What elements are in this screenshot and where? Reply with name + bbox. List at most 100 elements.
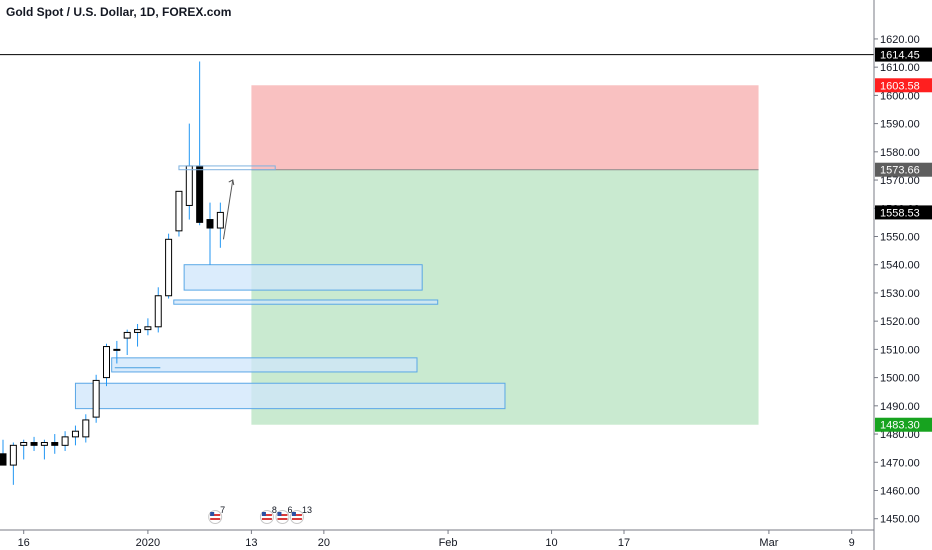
candle-4 bbox=[40, 439, 48, 460]
time-tick-label: Feb bbox=[439, 537, 458, 549]
price-tick-label: 1450.00 bbox=[880, 514, 920, 526]
candle-5 bbox=[51, 434, 59, 454]
candle-body bbox=[154, 295, 162, 328]
flag-canton bbox=[210, 512, 215, 516]
candle-7 bbox=[71, 425, 79, 446]
flag-stripe bbox=[261, 514, 272, 516]
price-tick-label: 1460.00 bbox=[880, 485, 920, 497]
candle-body bbox=[92, 379, 100, 418]
price-tick-label: 1540.00 bbox=[880, 260, 920, 272]
flag-stripe bbox=[277, 518, 288, 520]
flag-stripe bbox=[277, 514, 288, 516]
price-tick-label: 1520.00 bbox=[880, 316, 920, 328]
price-tick-label: 1530.00 bbox=[880, 288, 920, 300]
price-badge-stop bbox=[875, 78, 932, 93]
flag-count: 7 bbox=[220, 505, 225, 515]
time-axis[interactable]: 16 2020 13 20 Feb 10 17 Mar 9 bbox=[0, 529, 874, 549]
us-flag-icon-1: 8 bbox=[259, 505, 277, 524]
chart-title: Gold Spot / U.S. Dollar, 1D, FOREX.com bbox=[6, 5, 231, 19]
price-badge-label: 1558.53 bbox=[880, 207, 920, 219]
price-tick-label: 1470.00 bbox=[880, 457, 920, 469]
position-layer bbox=[251, 85, 759, 425]
price-badge-label: 1573.66 bbox=[880, 165, 920, 177]
candle-body bbox=[40, 442, 48, 446]
time-tick-label: 16 bbox=[18, 537, 30, 549]
demand-zone-1 bbox=[173, 299, 439, 305]
price-badge-last bbox=[875, 47, 932, 62]
candle-body bbox=[61, 436, 69, 446]
candle-13 bbox=[134, 323, 142, 347]
price-badge-label: 1603.58 bbox=[880, 80, 920, 92]
candle-body bbox=[113, 348, 121, 351]
us-flag-icon-3: 13 bbox=[289, 505, 312, 524]
flag-stripe bbox=[210, 514, 221, 516]
zones-layer bbox=[74, 264, 506, 410]
price-tick-label: 1620.00 bbox=[880, 34, 920, 46]
candle-body bbox=[185, 165, 193, 206]
price-tick-label: 1610.00 bbox=[880, 62, 920, 74]
candle-body bbox=[216, 211, 224, 229]
candle-body bbox=[206, 219, 214, 229]
flag-stripe bbox=[210, 518, 221, 520]
flag-canton bbox=[291, 512, 296, 516]
candle-19 bbox=[196, 61, 204, 226]
time-tick-label: Mar bbox=[759, 537, 778, 549]
time-tick-label: 9 bbox=[849, 537, 855, 549]
flag-stripe bbox=[291, 518, 302, 520]
candle-body bbox=[0, 453, 7, 466]
candle-2 bbox=[20, 439, 28, 460]
time-tick-label: 17 bbox=[618, 537, 630, 549]
time-tick-label: 20 bbox=[318, 537, 330, 549]
price-tick-label: 1490.00 bbox=[880, 401, 920, 413]
time-tick-label: 2020 bbox=[136, 537, 160, 549]
time-tick-label: 13 bbox=[245, 537, 257, 549]
flag-count: 8 bbox=[272, 505, 277, 515]
demand-zone-0 bbox=[183, 264, 423, 291]
price-badge-label: 1614.45 bbox=[880, 50, 920, 62]
price-badge-entry bbox=[875, 162, 932, 177]
price-tick-label: 1510.00 bbox=[880, 344, 920, 356]
price-badge-target bbox=[875, 417, 932, 432]
candle-11 bbox=[113, 340, 121, 364]
candle-body bbox=[71, 430, 79, 438]
candle-1 bbox=[9, 442, 17, 485]
flag-count: 6 bbox=[287, 505, 292, 515]
flag-canton bbox=[261, 512, 266, 516]
price-tick-label: 1580.00 bbox=[880, 147, 920, 159]
price-tick-label: 1590.00 bbox=[880, 119, 920, 131]
candle-8 bbox=[82, 414, 90, 443]
time-tick-label: 10 bbox=[545, 537, 557, 549]
candle-18 bbox=[185, 123, 193, 220]
candle-12 bbox=[123, 329, 131, 356]
candle-body bbox=[196, 165, 204, 223]
candle-14 bbox=[144, 318, 152, 336]
stop-loss-zone bbox=[251, 85, 759, 170]
candle-body bbox=[134, 329, 142, 333]
candle-body bbox=[103, 346, 110, 379]
us-flag-icon-0: 7 bbox=[208, 505, 225, 524]
candle-0 bbox=[0, 439, 7, 466]
entry-marker-box bbox=[178, 165, 276, 171]
candle-10 bbox=[103, 343, 110, 387]
take-profit-zone bbox=[251, 169, 759, 425]
arrow-head bbox=[228, 179, 235, 186]
price-tick-label: 1550.00 bbox=[880, 231, 920, 243]
price-tick-label: 1480.00 bbox=[880, 429, 920, 441]
candle-body bbox=[82, 419, 90, 438]
candle-20 bbox=[206, 202, 214, 265]
price-tick-label: 1570.00 bbox=[880, 175, 920, 187]
candle-17 bbox=[175, 190, 183, 237]
flag-canton bbox=[277, 512, 282, 516]
price-badge-last bbox=[875, 205, 932, 220]
price-axis[interactable]: 1450.00 1460.00 1470.00 1480.00 1490.00 1500.… bbox=[873, 0, 932, 550]
candle-15 bbox=[154, 287, 162, 333]
candle-6 bbox=[61, 431, 69, 451]
candle-16 bbox=[165, 233, 173, 299]
candles-layer bbox=[0, 61, 224, 485]
candle-21 bbox=[216, 202, 224, 248]
price-tick-label: 1500.00 bbox=[880, 373, 920, 385]
candle-body bbox=[9, 444, 17, 466]
event-flags: 7 8 6 13 bbox=[208, 505, 312, 524]
flag-count: 13 bbox=[302, 505, 312, 515]
